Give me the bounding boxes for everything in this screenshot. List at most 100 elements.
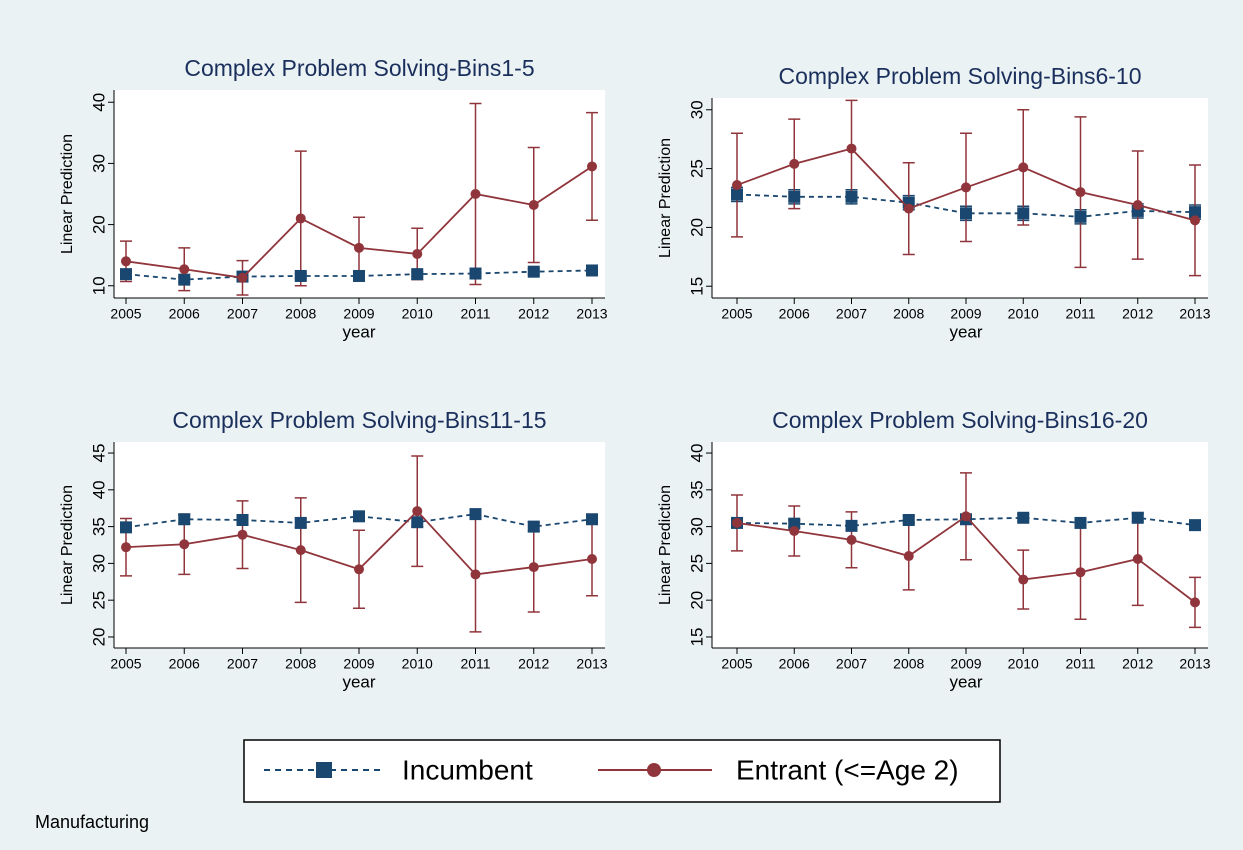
y-tick-label: 20 — [89, 628, 108, 647]
marker — [353, 510, 365, 523]
x-tick-label: 2009 — [343, 656, 374, 672]
legend: Incumbent Entrant (<=Age 2) — [243, 739, 1001, 803]
x-tick-label: 2005 — [110, 656, 141, 672]
marker — [237, 529, 248, 540]
marker — [1017, 511, 1030, 524]
marker — [732, 180, 742, 191]
y-tick-label: 10 — [89, 276, 108, 295]
x-tick-label: 2008 — [893, 656, 924, 672]
marker — [121, 256, 131, 267]
marker — [121, 542, 131, 553]
marker — [788, 517, 801, 530]
x-tick-label: 2010 — [402, 306, 433, 322]
x-axis-label: year — [949, 322, 982, 341]
y-tick-label: 40 — [89, 93, 108, 112]
marker — [120, 268, 132, 281]
marker — [1075, 567, 1086, 578]
marker — [961, 182, 971, 193]
y-tick-label: 40 — [89, 480, 108, 499]
x-tick-label: 2012 — [1122, 656, 1153, 672]
x-tick-label: 2011 — [1065, 656, 1095, 672]
y-tick-label: 20 — [687, 591, 706, 610]
marker — [903, 551, 914, 562]
marker — [846, 534, 857, 545]
x-tick-label: 2009 — [950, 656, 981, 672]
marker — [470, 189, 481, 199]
marker — [527, 520, 540, 533]
marker — [1131, 511, 1144, 524]
legend-marker — [316, 762, 332, 778]
marker — [412, 248, 423, 259]
marker — [789, 526, 800, 537]
marker — [1189, 206, 1201, 219]
x-axis-label: year — [949, 672, 982, 691]
x-tick-label: 2007 — [227, 656, 258, 672]
y-tick-label: 25 — [687, 554, 706, 573]
marker — [1018, 162, 1029, 173]
marker — [237, 272, 248, 283]
marker — [528, 562, 539, 573]
marker — [354, 242, 364, 253]
y-tick-label: 40 — [687, 444, 706, 463]
marker — [178, 273, 191, 286]
marker — [469, 267, 482, 280]
marker — [528, 200, 539, 211]
x-tick-label: 2008 — [285, 306, 316, 322]
marker — [179, 264, 190, 275]
marker — [731, 188, 743, 201]
marker — [295, 213, 306, 224]
legend-marker — [647, 763, 661, 777]
y-tick-label: 25 — [687, 159, 706, 178]
marker — [902, 513, 915, 526]
marker — [1017, 207, 1030, 220]
x-axis-label: year — [342, 322, 375, 341]
x-tick-label: 2012 — [518, 306, 549, 322]
x-tick-label: 2005 — [721, 656, 752, 672]
marker — [846, 143, 857, 154]
marker — [470, 569, 481, 580]
y-tick-label: 35 — [687, 480, 706, 499]
marker — [587, 553, 597, 564]
marker — [1190, 597, 1200, 608]
y-tick-label: 30 — [687, 517, 706, 536]
x-tick-label: 2005 — [721, 306, 752, 322]
x-tick-label: 2010 — [1008, 306, 1039, 322]
marker — [1074, 210, 1087, 223]
chart-title: Complex Problem Solving-Bins6-10 — [778, 63, 1141, 89]
x-tick-label: 2011 — [460, 656, 490, 672]
x-tick-label: 2010 — [402, 656, 433, 672]
plot-area — [712, 98, 1208, 298]
chart-title: Complex Problem Solving-Bins16-20 — [772, 407, 1148, 433]
x-tick-label: 2005 — [110, 306, 141, 322]
y-tick-label: 25 — [89, 591, 108, 610]
note: Manufacturing — [35, 812, 149, 832]
marker — [411, 268, 424, 281]
x-tick-label: 2006 — [169, 656, 200, 672]
x-tick-label: 2011 — [1065, 306, 1095, 322]
marker — [845, 519, 858, 532]
marker — [1132, 200, 1143, 211]
marker — [527, 265, 540, 278]
x-tick-label: 2007 — [836, 656, 867, 672]
x-tick-label: 2010 — [1008, 656, 1039, 672]
marker — [295, 545, 306, 556]
marker — [903, 203, 914, 214]
y-axis-label: Linear Prediction — [657, 485, 674, 605]
y-tick-label: 20 — [89, 215, 108, 234]
legend-label: Entrant (<=Age 2) — [736, 754, 959, 785]
chart-title: Complex Problem Solving-Bins11-15 — [172, 407, 546, 433]
marker — [586, 264, 598, 277]
x-tick-label: 2013 — [1179, 306, 1210, 322]
marker — [1075, 187, 1086, 198]
x-tick-label: 2013 — [576, 306, 607, 322]
x-tick-label: 2012 — [1122, 306, 1153, 322]
chart-title: Complex Problem Solving-Bins1-5 — [184, 55, 534, 81]
x-tick-label: 2006 — [779, 306, 810, 322]
marker — [179, 539, 190, 550]
x-tick-label: 2009 — [950, 306, 981, 322]
x-tick-label: 2006 — [779, 656, 810, 672]
marker — [586, 513, 598, 526]
marker — [587, 161, 597, 172]
marker — [411, 516, 424, 529]
